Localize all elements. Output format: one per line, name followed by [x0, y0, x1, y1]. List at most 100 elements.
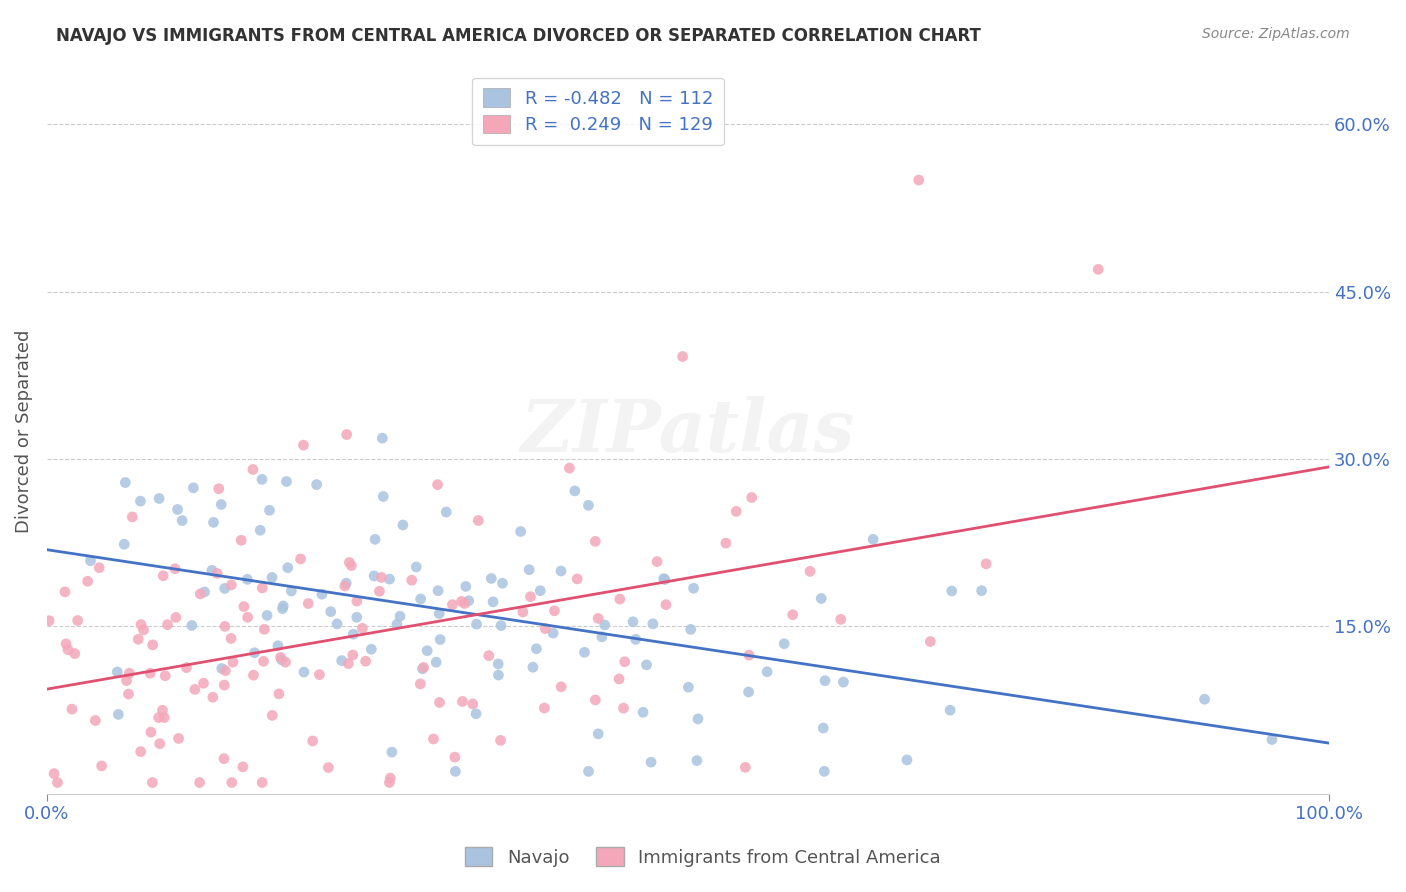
Point [714, 536, 737, 550]
Point [550, 564, 572, 578]
Point [409, 591, 432, 606]
Point [222, 655, 245, 669]
Point [129, 494, 152, 508]
Point [543, 604, 565, 618]
Point [773, 637, 796, 651]
Point [214, 678, 236, 692]
Point [465, 706, 488, 721]
Point [139, 725, 162, 739]
Point [232, 760, 254, 774]
Point [292, 438, 315, 452]
Point [738, 648, 761, 662]
Point [360, 642, 382, 657]
Point [333, 579, 356, 593]
Point [517, 563, 540, 577]
Point [461, 697, 484, 711]
Point [457, 594, 479, 608]
Text: Source: ZipAtlas.com: Source: ZipAtlas.com [1202, 27, 1350, 41]
Point [529, 583, 551, 598]
Point [79, 554, 101, 568]
Point [512, 605, 534, 619]
Point [443, 750, 465, 764]
Point [221, 775, 243, 789]
Point [426, 477, 449, 491]
Point [90, 759, 112, 773]
Point [297, 597, 319, 611]
Point [112, 537, 135, 551]
Point [166, 502, 188, 516]
Point [188, 587, 211, 601]
Point [655, 598, 678, 612]
Point [214, 582, 236, 596]
Point [378, 572, 401, 586]
Point [149, 737, 172, 751]
Point [252, 654, 274, 668]
Point [363, 569, 385, 583]
Point [212, 752, 235, 766]
Point [941, 584, 963, 599]
Point [270, 650, 292, 665]
Point [609, 592, 631, 607]
Point [342, 648, 364, 662]
Point [451, 694, 474, 708]
Point [340, 558, 363, 573]
Point [129, 617, 152, 632]
Point [725, 504, 748, 518]
Point [920, 634, 942, 648]
Point [219, 632, 242, 646]
Point [392, 518, 415, 533]
Point [305, 477, 328, 491]
Point [274, 655, 297, 669]
Point [450, 594, 472, 608]
Point [148, 710, 170, 724]
Point [253, 623, 276, 637]
Point [105, 665, 128, 679]
Point [489, 618, 512, 632]
Point [974, 557, 997, 571]
Point [564, 483, 586, 498]
Point [371, 431, 394, 445]
Point [214, 664, 236, 678]
Point [591, 630, 613, 644]
Point [558, 461, 581, 475]
Point [389, 609, 412, 624]
Point [231, 533, 253, 548]
Point [250, 775, 273, 789]
Point [129, 745, 152, 759]
Point [172, 514, 194, 528]
Point [267, 687, 290, 701]
Point [290, 552, 312, 566]
Y-axis label: Divorced or Separated: Divorced or Separated [15, 329, 32, 533]
Point [541, 626, 564, 640]
Point [121, 510, 143, 524]
Point [180, 618, 202, 632]
Point [66, 614, 89, 628]
Point [346, 594, 368, 608]
Point [115, 673, 138, 688]
Point [624, 632, 647, 647]
Point [153, 669, 176, 683]
Point [63, 647, 86, 661]
Point [385, 617, 408, 632]
Point [277, 560, 299, 574]
Point [308, 667, 330, 681]
Point [799, 565, 821, 579]
Point [734, 760, 756, 774]
Point [271, 599, 294, 613]
Point [354, 654, 377, 668]
Point [862, 533, 884, 547]
Point [567, 572, 589, 586]
Point [202, 516, 225, 530]
Point [260, 570, 283, 584]
Point [682, 582, 704, 596]
Point [1194, 692, 1216, 706]
Point [364, 533, 387, 547]
Point [478, 648, 501, 663]
Point [814, 673, 837, 688]
Point [1261, 732, 1284, 747]
Point [242, 462, 264, 476]
Point [737, 685, 759, 699]
Point [267, 639, 290, 653]
Point [193, 585, 215, 599]
Point [330, 654, 353, 668]
